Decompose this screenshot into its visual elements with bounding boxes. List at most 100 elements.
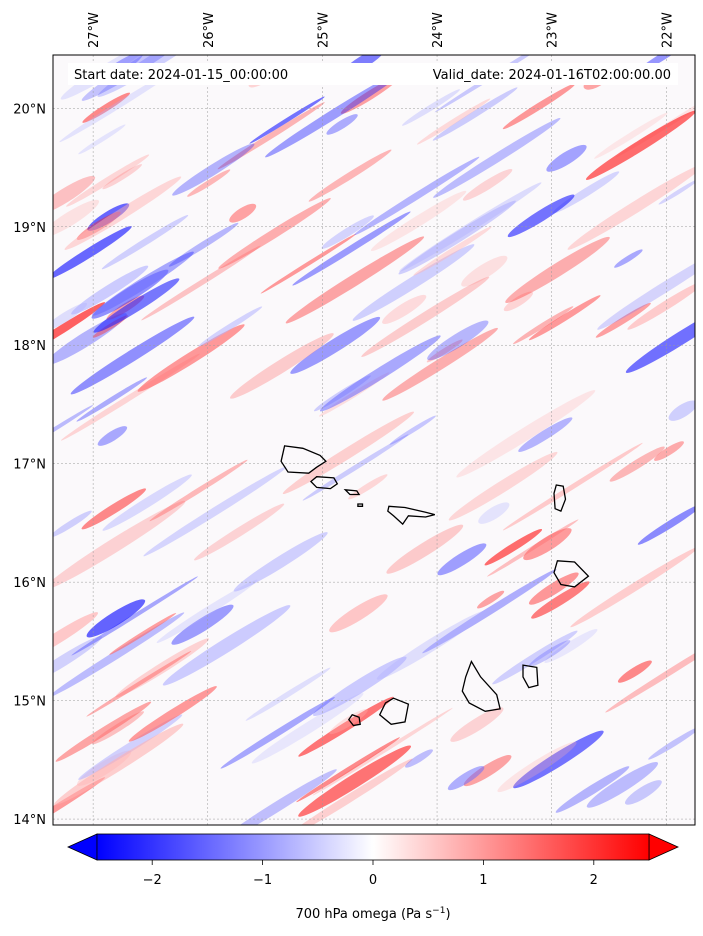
omega-band xyxy=(290,316,381,374)
lon-tick-label: 23°W xyxy=(546,12,561,48)
omega-band xyxy=(389,415,436,445)
omega-band xyxy=(478,502,510,524)
omega-band xyxy=(340,76,400,114)
omega-band xyxy=(53,302,106,362)
omega-band xyxy=(502,442,643,531)
lon-tick-label: 22°W xyxy=(660,12,675,48)
omega-band xyxy=(245,667,331,721)
colorbar-body xyxy=(96,833,650,861)
lon-tick-label: 27°W xyxy=(87,12,102,48)
omega-band xyxy=(416,98,491,145)
omega-band xyxy=(370,190,467,251)
omega-band xyxy=(585,110,695,180)
omega-band xyxy=(648,726,695,760)
omega-band xyxy=(229,203,257,223)
omega-band xyxy=(214,769,337,825)
omega-band xyxy=(296,737,400,803)
omega-band xyxy=(86,651,192,717)
gridlines xyxy=(53,55,695,825)
omega-band xyxy=(329,594,388,633)
omega-band xyxy=(625,780,662,805)
omega-band xyxy=(447,766,485,791)
island-coastline xyxy=(357,503,364,507)
omega-band xyxy=(528,572,579,605)
colorbar-tick-label: −1 xyxy=(253,873,272,888)
omega-band xyxy=(308,149,392,202)
colorbar: −2 −1 0 1 2 700 hPa omega (Pa s−1) xyxy=(67,833,679,922)
omega-band xyxy=(53,226,132,280)
omega-band xyxy=(386,524,464,574)
omega-band xyxy=(432,87,518,141)
omega-band xyxy=(456,390,596,478)
omega-band xyxy=(76,377,148,422)
omega-band xyxy=(319,335,441,412)
omega-band xyxy=(53,510,92,538)
omega-band xyxy=(86,599,146,638)
omega-band xyxy=(92,251,194,316)
omega-band xyxy=(285,236,425,324)
omega-band xyxy=(617,660,652,683)
lon-tick-label: 25°W xyxy=(316,12,331,48)
lon-tick-label: 26°W xyxy=(202,12,217,48)
colorbar-extend-max xyxy=(648,833,679,861)
header-box xyxy=(68,63,678,85)
omega-band xyxy=(172,143,255,196)
omega-band xyxy=(513,730,604,789)
lat-tick-label: 18°N xyxy=(13,339,46,354)
omega-band xyxy=(55,701,152,762)
omega-band xyxy=(477,590,505,609)
omega-band xyxy=(230,333,334,399)
omega-band xyxy=(194,503,285,561)
omega-band xyxy=(658,179,695,205)
omega-band xyxy=(422,569,557,654)
omega-band xyxy=(668,400,695,421)
omega-band xyxy=(513,306,574,345)
lat-tick-label: 14°N xyxy=(13,813,46,828)
omega-band xyxy=(448,451,558,521)
omega-band xyxy=(552,171,620,214)
omega-band xyxy=(251,693,364,764)
omega-band xyxy=(137,324,245,392)
omega-band xyxy=(625,302,695,373)
omega-band xyxy=(171,604,234,645)
omega-band xyxy=(81,488,147,530)
lon-tick-label: 24°W xyxy=(431,12,446,48)
island-coastline xyxy=(378,697,410,725)
omega-band xyxy=(64,176,182,250)
omega-band xyxy=(382,294,427,324)
longitude-ticks: 27°W 26°W 25°W 24°W 23°W 22°W xyxy=(87,12,675,48)
omega-band xyxy=(109,612,177,655)
island-coastline xyxy=(343,488,361,496)
omega-band xyxy=(461,255,508,287)
lat-tick-label: 19°N xyxy=(13,221,46,236)
omega-band xyxy=(505,236,610,303)
omega-band xyxy=(218,198,331,269)
omega-band xyxy=(265,68,407,158)
omega-band xyxy=(91,711,145,745)
omega-band xyxy=(382,327,498,401)
omega-band xyxy=(102,474,192,531)
valid-date-label: Valid_date: 2024-01-16T02:00:00.00 xyxy=(433,68,671,83)
omega-band xyxy=(627,280,695,330)
colorbar-tick-label: 0 xyxy=(369,873,377,888)
colorbar-extend-min xyxy=(67,833,98,861)
omega-band xyxy=(329,709,368,735)
omega-band xyxy=(187,169,231,197)
omega-band xyxy=(546,144,587,172)
omega-band xyxy=(507,194,575,238)
omega-band xyxy=(484,529,543,566)
island-coastline xyxy=(522,664,539,689)
omega-band xyxy=(302,434,409,501)
omega-band xyxy=(595,302,651,338)
omega-band xyxy=(427,320,489,361)
omega-band xyxy=(402,89,460,126)
omega-band xyxy=(217,102,325,170)
omega-band xyxy=(53,612,99,663)
omega-band xyxy=(352,244,475,321)
map-frame xyxy=(52,54,696,826)
omega-band xyxy=(497,741,577,793)
omega-band xyxy=(586,762,659,808)
latitude-ticks: 20°N 19°N 18°N 17°N 16°N 15°N 14°N xyxy=(13,102,46,828)
omega-band xyxy=(609,446,665,482)
